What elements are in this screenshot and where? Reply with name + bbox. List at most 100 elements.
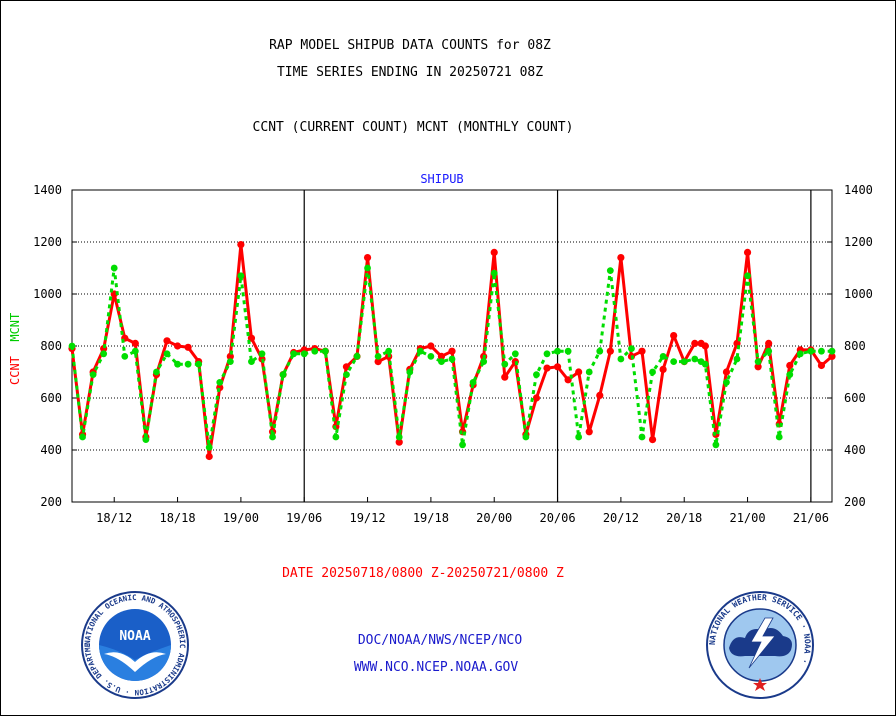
mcnt-point [554,347,561,355]
mcnt-point [353,353,361,360]
mcnt-point [606,267,614,274]
x-tick-label: 20/12 [603,511,639,525]
x-tick-labels: 18/12 18/18 19/00 19/06 19/12 19/18 20/00 20/06… [96,497,829,525]
mcnt-point [522,433,530,441]
mcnt-point [659,353,667,360]
mcnt-point [184,360,192,368]
x-tick-label: 20/06 [539,511,575,525]
website-link[interactable]: WWW.NCO.NCEP.NOAA.GOV [353,660,519,675]
x-tick-label: 19/12 [349,511,385,525]
mcnt-point [395,433,403,441]
mcnt-point [269,433,276,441]
mcnt-point [321,347,329,355]
ccnt-point [606,347,614,355]
ccnt-point [205,452,213,461]
ccnt-point [184,343,192,351]
mcnt-point [490,269,498,277]
ccnt-point [553,363,562,371]
mcnt-point [638,433,646,441]
y-tick-label-left: 1400 [33,183,62,197]
noaa-logo: NATIONAL OCEANIC AND ATMOSPHERIC ADMINIS… [80,590,189,699]
ccnt-point [543,364,551,372]
doc-link[interactable]: DOC/NOAA/NWS/NCEP/NCO [357,633,523,648]
mcnt-point [543,350,551,358]
mcnt-point [300,350,308,358]
mcnt-point [100,350,108,358]
mcnt-point [818,347,825,355]
mcnt-point [775,433,783,441]
ccnt-point [490,248,498,256]
mcnt-point [448,355,456,363]
mcnt-point [712,441,720,449]
ccnt-point [828,352,836,360]
title-line-2: TIME SERIES ENDING IN 20250721 08Z [276,65,544,80]
y-tick-label-left: 200 [40,495,62,509]
mcnt-point [174,360,181,368]
ccnt-point [131,339,139,347]
mcnt-point [680,358,688,365]
ccnt-point [532,394,541,402]
mcnt-point [670,358,678,365]
mcnt-point [195,360,203,368]
date-range: DATE 20250718/0800 Z-20250721/0800 Z [282,566,564,581]
mcnt-point [311,347,319,355]
ccnt-point [596,391,604,399]
y-tick-label-right: 200 [844,495,866,509]
ccnt-point [638,347,646,355]
y-tick-label-right: 600 [844,391,866,405]
day-separators [303,190,812,502]
noaa-logo-text: NOAA [119,629,150,644]
y-tick-label-right: 400 [844,443,866,457]
mcnt-point [744,272,751,280]
mcnt-point [754,358,762,365]
mcnt-point [216,379,224,386]
y-tick-labels: 200 200 400 400 600 600 800 800 1000 1000 1200 1200… [33,183,873,509]
mcnt-point [110,264,118,272]
mcnt-point [248,358,255,365]
mcnt-point [89,371,97,378]
mcnt-point [258,350,266,358]
mcnt-point [237,272,245,280]
mcnt-point [226,358,234,365]
x-tick-label: 19/06 [286,511,322,525]
mcnt-point [765,347,773,355]
mcnt-point [628,345,635,352]
y-tick-label-left: 800 [40,339,62,353]
ccnt-point [575,368,583,376]
mcnt-point [79,433,86,441]
ccnt-point [237,241,245,249]
mcnt-point [406,368,414,376]
ccnt-point [786,361,794,370]
mcnt-point [385,347,393,355]
ccnt-point [817,361,826,370]
ccnt-point [617,254,625,262]
x-tick-label: 18/12 [96,511,132,525]
mcnt-point [469,379,477,386]
ccnt-point [659,365,667,373]
ccnt-point [437,352,446,360]
mcnt-point [374,353,382,360]
mcnt-series [68,264,836,451]
ccnt-point [163,337,171,345]
mcnt-point [617,355,625,363]
mcnt-point [480,358,488,365]
ccnt-series [68,241,836,461]
mcnt-point [131,347,139,355]
y-tick-label-right: 1000 [844,287,873,301]
mcnt-point [332,433,340,441]
y-tick-label-left: 1200 [33,235,62,249]
mcnt-point [585,368,593,376]
x-tick-label: 19/18 [413,511,449,525]
mcnt-point [438,358,445,365]
mcnt-point [511,350,519,358]
mcnt-point [121,353,129,360]
mcnt-point [723,379,730,386]
mcnt-point [575,433,583,441]
ccnt-point [501,373,509,381]
ccnt-point [374,358,382,366]
time-series-chart: 200 200 400 400 600 600 800 800 1000 1000 1200 1200… [33,183,873,525]
ccnt-point [363,254,372,262]
mcnt-point [733,355,741,363]
mcnt-point [364,264,371,272]
mcnt-point [786,371,794,378]
